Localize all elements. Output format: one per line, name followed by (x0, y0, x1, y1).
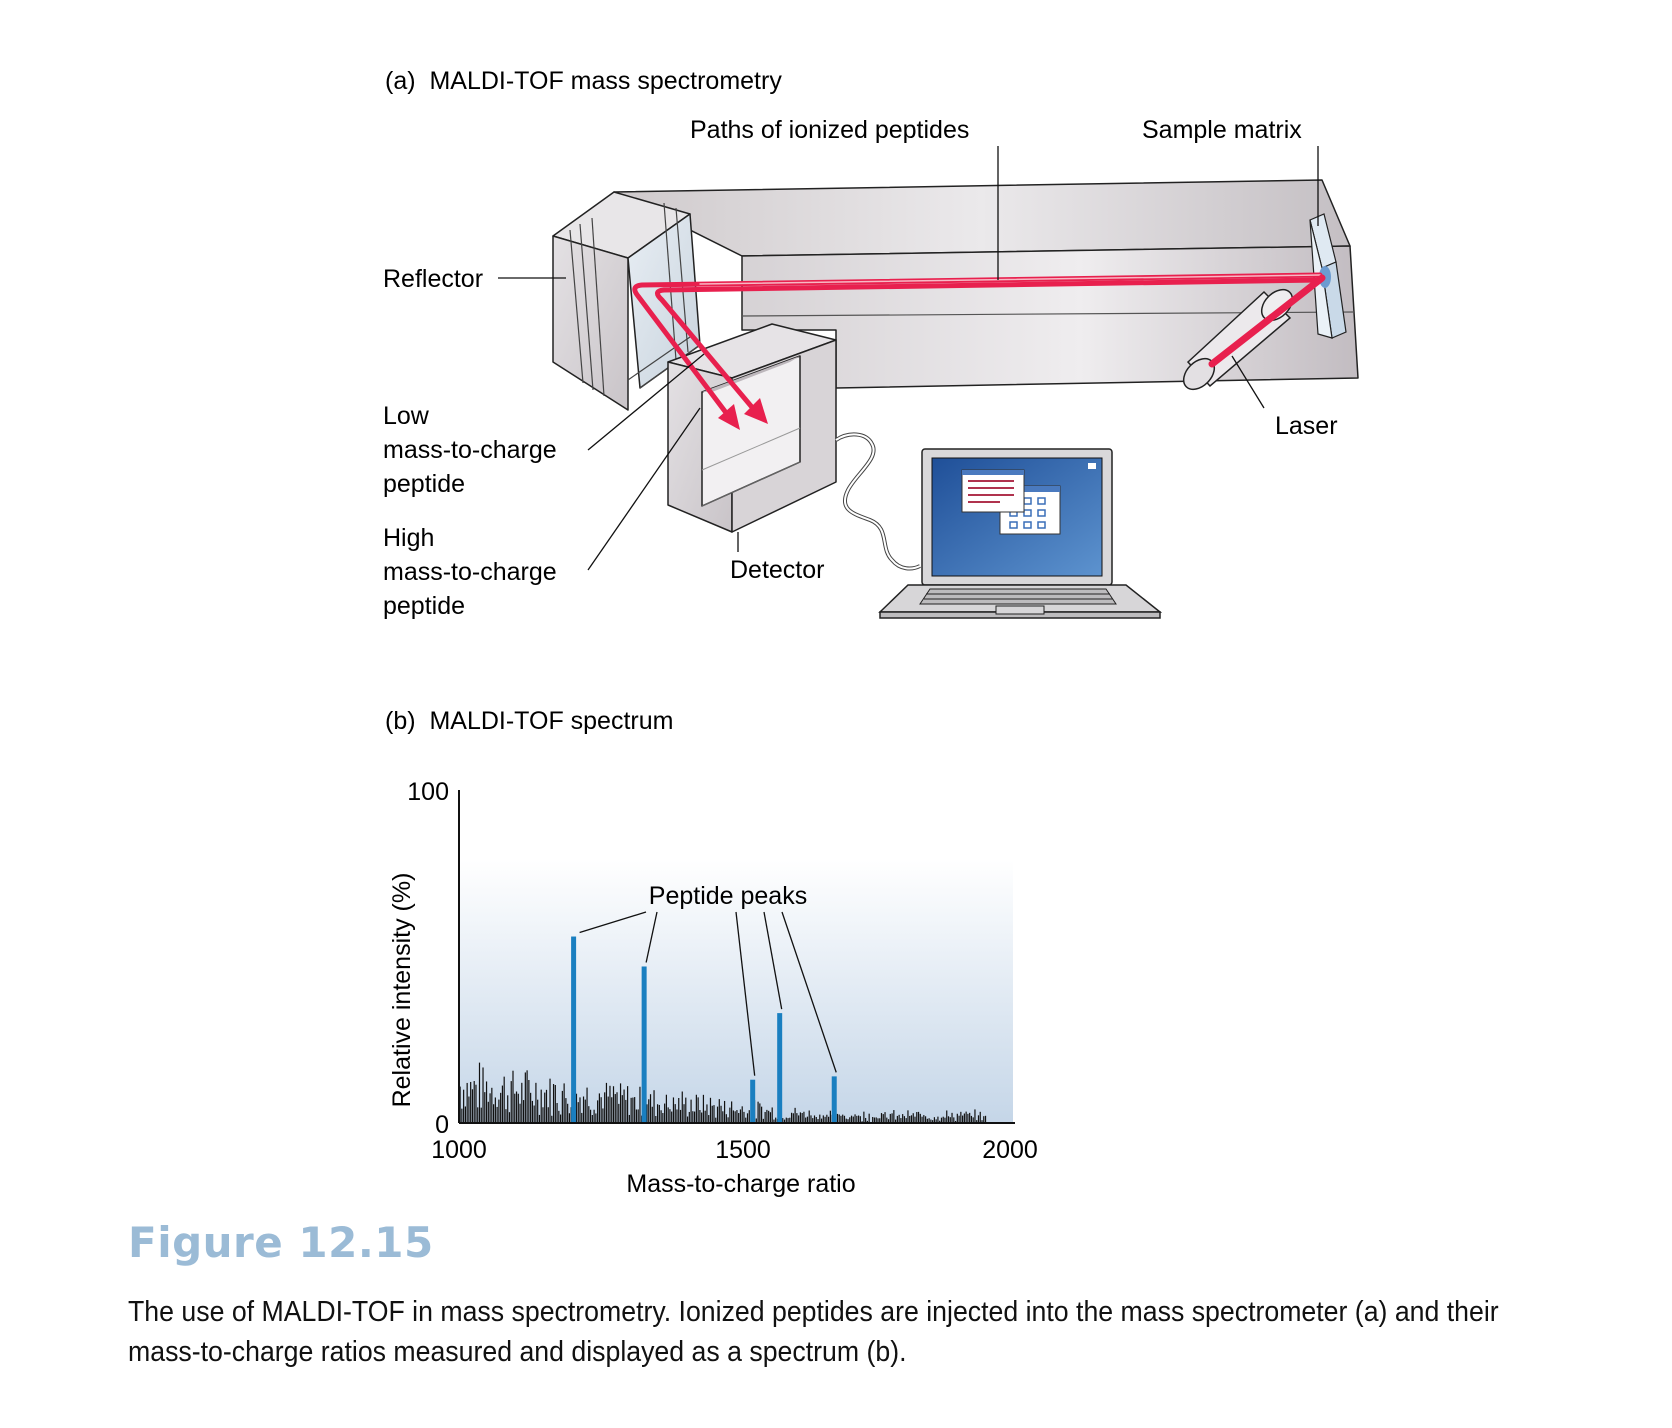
peak-leader-line (763, 911, 783, 1010)
figure-caption: The use of MALDI-TOF in mass spectrometr… (128, 1292, 1499, 1372)
flight-tube-top (613, 179, 1351, 257)
peak-leader-line (645, 911, 658, 963)
label-low-1: Low (383, 402, 430, 430)
label-high-2: mass-to-charge (383, 558, 557, 586)
arrowhead-high (744, 398, 768, 424)
x-axis-label: Mass-to-charge ratio (626, 1170, 855, 1198)
peak-bar (831, 1076, 837, 1123)
panel-a: (a) MALDI-TOF mass spectrometry (383, 67, 1359, 620)
panel-a-labels: Paths of ionized peptides Sample matrix … (383, 116, 1338, 620)
peak-bar (777, 1013, 783, 1123)
leader-lines (498, 146, 1319, 571)
plot-area (459, 860, 1013, 1122)
panel-b: (b) MALDI-TOF spectrum 100 0 1000 1500 2… (385, 707, 1038, 1198)
detector-cable (834, 432, 921, 571)
ion-paths (632, 272, 1323, 430)
y-tick-100: 100 (407, 778, 449, 806)
label-sample-matrix: Sample matrix (1142, 116, 1302, 144)
peak-series (571, 936, 837, 1123)
label-reflector: Reflector (383, 265, 483, 293)
laser-beam (1208, 274, 1326, 368)
label-detector: Detector (730, 556, 824, 584)
label-laser: Laser (1275, 412, 1338, 440)
caption-line-2: mass-to-charge ratios measured and displ… (128, 1336, 907, 1368)
high-mz-path (655, 277, 1323, 415)
caption-line-1: The use of MALDI-TOF in mass spectrometr… (128, 1296, 1499, 1328)
x-tick-1000: 1000 (431, 1136, 487, 1164)
arrowhead-low (718, 404, 740, 430)
peak-annotation: Peptide peaks (649, 882, 807, 910)
x-tick-2000: 2000 (982, 1136, 1038, 1164)
peak-leader-line (579, 911, 647, 934)
panel-b-title: (b) MALDI-TOF spectrum (385, 707, 673, 735)
x-tick-1500: 1500 (715, 1136, 771, 1164)
peak-leader-line (781, 911, 837, 1073)
label-low-3: peptide (383, 470, 465, 498)
peak-annotation-leaders (579, 911, 837, 1076)
panel-a-title: (a) MALDI-TOF mass spectrometry (385, 67, 782, 95)
label-high-1: High (383, 524, 434, 552)
label-paths: Paths of ionized peptides (690, 116, 969, 144)
peak-bar (571, 936, 577, 1123)
low-mz-path (632, 272, 1323, 421)
y-axis-label: Relative intensity (%) (388, 873, 416, 1108)
figure-number: Figure 12.15 (128, 1218, 434, 1267)
laptop-trackpad (995, 605, 1045, 615)
y-tick-0: 0 (435, 1111, 449, 1139)
label-high-3: peptide (383, 592, 465, 620)
laser (1182, 274, 1326, 391)
label-low-2: mass-to-charge (383, 436, 557, 464)
peak-leader-line (735, 911, 756, 1076)
peak-bar (641, 966, 647, 1123)
laptop-keyboard (919, 588, 1117, 605)
laptop (878, 448, 1163, 619)
detector-frame (667, 323, 837, 533)
peak-bar (750, 1079, 756, 1123)
